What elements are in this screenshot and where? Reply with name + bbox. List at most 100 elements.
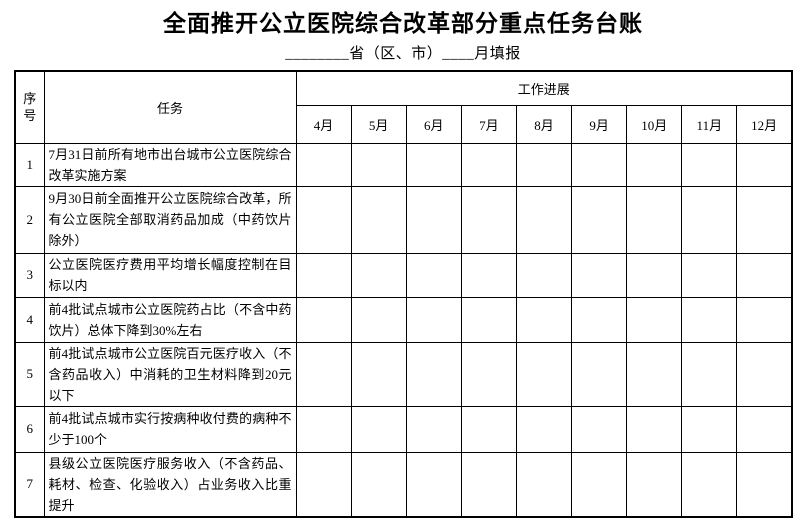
progress-cell[interactable] bbox=[350, 142, 407, 187]
task-cell: 7月31日前所有地市出台城市公立医院综合改革实施方案 bbox=[43, 142, 297, 187]
progress-cell[interactable] bbox=[736, 451, 793, 517]
table-row: 1 7月31日前所有地市出台城市公立医院综合改革实施方案 bbox=[14, 142, 793, 187]
month-header: 11月 bbox=[681, 104, 738, 144]
month-header: 8月 bbox=[515, 104, 573, 144]
progress-cell[interactable] bbox=[460, 341, 517, 407]
header-serial: 序号 bbox=[14, 70, 45, 144]
table-row: 7 县级公立医院医疗服务收入（不含药品、耗材、检查、化验收入）占业务收入比重提升 bbox=[14, 451, 793, 517]
progress-cell[interactable] bbox=[626, 405, 683, 453]
task-cell: 公立医院医疗费用平均增长幅度控制在目标以内 bbox=[43, 252, 297, 298]
month-header: 7月 bbox=[460, 104, 517, 144]
progress-cell[interactable] bbox=[626, 252, 683, 298]
progress-cell[interactable] bbox=[405, 185, 462, 254]
progress-cell[interactable] bbox=[460, 405, 517, 453]
progress-cell[interactable] bbox=[460, 451, 517, 517]
progress-cell[interactable] bbox=[736, 405, 793, 453]
progress-cell[interactable] bbox=[350, 185, 407, 254]
progress-cell[interactable] bbox=[571, 252, 628, 298]
page-title: 全面推开公立医院综合改革部分重点任务台账 bbox=[163, 11, 643, 36]
table-row: 6 前4批试点城市实行按病种收付费的病种不少于100个 bbox=[14, 405, 793, 453]
row-number-cell: 1 bbox=[14, 142, 45, 187]
progress-cell[interactable] bbox=[405, 341, 462, 407]
progress-cell[interactable] bbox=[515, 451, 573, 517]
progress-cell[interactable] bbox=[681, 252, 738, 298]
task-cell: 前4批试点城市实行按病种收付费的病种不少于100个 bbox=[43, 405, 297, 453]
progress-cell[interactable] bbox=[736, 185, 793, 254]
month-header: 9月 bbox=[571, 104, 628, 144]
progress-cell[interactable] bbox=[350, 252, 407, 298]
progress-cell[interactable] bbox=[405, 296, 462, 343]
progress-cell[interactable] bbox=[571, 405, 628, 453]
progress-cell[interactable] bbox=[515, 296, 573, 343]
row-number-cell: 3 bbox=[14, 252, 45, 298]
progress-cell[interactable] bbox=[295, 252, 352, 298]
month-header: 6月 bbox=[405, 104, 462, 144]
header-task: 任务 bbox=[43, 70, 297, 144]
progress-cell[interactable] bbox=[515, 405, 573, 453]
row-number-cell: 7 bbox=[14, 451, 45, 517]
progress-cell[interactable] bbox=[571, 185, 628, 254]
progress-cell[interactable] bbox=[405, 142, 462, 187]
progress-cell[interactable] bbox=[681, 341, 738, 407]
progress-cell[interactable] bbox=[295, 142, 352, 187]
progress-cell[interactable] bbox=[515, 341, 573, 407]
progress-cell[interactable] bbox=[460, 185, 517, 254]
progress-cell[interactable] bbox=[626, 185, 683, 254]
progress-cell[interactable] bbox=[405, 405, 462, 453]
progress-cell[interactable] bbox=[460, 252, 517, 298]
progress-cell[interactable] bbox=[736, 142, 793, 187]
progress-cell[interactable] bbox=[571, 142, 628, 187]
progress-cell[interactable] bbox=[681, 405, 738, 453]
task-table: 序号 任务 工作进展 4月 5月 6月 7月 8月 9月 10月 11月 12月 1 7月31日前… bbox=[14, 70, 793, 518]
task-cell: 前4批试点城市公立医院药占比（不含中药饮片）总体下降到30%左右 bbox=[43, 296, 297, 343]
month-header: 5月 bbox=[350, 104, 407, 144]
row-number-cell: 5 bbox=[14, 341, 45, 407]
progress-cell[interactable] bbox=[405, 451, 462, 517]
header-row-top: 序号 任务 工作进展 bbox=[14, 70, 793, 144]
progress-cell[interactable] bbox=[460, 296, 517, 343]
progress-cell[interactable] bbox=[515, 142, 573, 187]
progress-cell[interactable] bbox=[515, 252, 573, 298]
progress-cell[interactable] bbox=[681, 142, 738, 187]
page-subtitle: ________省（区、市）____月填报 bbox=[285, 46, 521, 62]
table-row: 4 前4批试点城市公立医院药占比（不含中药饮片）总体下降到30%左右 bbox=[14, 296, 793, 343]
row-number-cell: 6 bbox=[14, 405, 45, 453]
table-row: 3 公立医院医疗费用平均增长幅度控制在目标以内 bbox=[14, 252, 793, 298]
progress-cell[interactable] bbox=[626, 341, 683, 407]
progress-cell[interactable] bbox=[295, 451, 352, 517]
header-progress: 工作进展 bbox=[295, 70, 793, 106]
progress-cell[interactable] bbox=[571, 296, 628, 343]
progress-cell[interactable] bbox=[681, 451, 738, 517]
progress-cell[interactable] bbox=[350, 405, 407, 453]
progress-cell[interactable] bbox=[295, 341, 352, 407]
progress-cell[interactable] bbox=[350, 341, 407, 407]
month-header-row: 4月 5月 6月 7月 8月 9月 10月 11月 12月 bbox=[15, 104, 793, 144]
month-header: 12月 bbox=[736, 104, 793, 144]
progress-cell[interactable] bbox=[350, 451, 407, 517]
progress-cell[interactable] bbox=[571, 341, 628, 407]
progress-cell[interactable] bbox=[736, 341, 793, 407]
progress-cell[interactable] bbox=[626, 451, 683, 517]
task-cell: 县级公立医院医疗服务收入（不含药品、耗材、检查、化验收入）占业务收入比重提升 bbox=[43, 451, 297, 517]
progress-cell[interactable] bbox=[350, 296, 407, 343]
progress-cell[interactable] bbox=[736, 296, 793, 343]
progress-cell[interactable] bbox=[736, 252, 793, 298]
progress-cell[interactable] bbox=[405, 252, 462, 298]
progress-cell[interactable] bbox=[515, 185, 573, 254]
progress-cell[interactable] bbox=[295, 296, 352, 343]
month-header: 4月 bbox=[295, 104, 352, 144]
task-cell: 9月30日前全面推开公立医院综合改革，所有公立医院全部取消药品加成（中药饮片除外… bbox=[43, 185, 297, 254]
progress-cell[interactable] bbox=[626, 296, 683, 343]
table-row: 5 前4批试点城市公立医院百元医疗收入（不含药品收入）中消耗的卫生材料降到20元以… bbox=[14, 341, 793, 407]
month-header: 10月 bbox=[626, 104, 683, 144]
progress-cell[interactable] bbox=[681, 185, 738, 254]
progress-cell[interactable] bbox=[626, 142, 683, 187]
progress-cell[interactable] bbox=[571, 451, 628, 517]
progress-cell[interactable] bbox=[295, 185, 352, 254]
progress-cell[interactable] bbox=[295, 405, 352, 453]
progress-cell[interactable] bbox=[681, 296, 738, 343]
task-cell: 前4批试点城市公立医院百元医疗收入（不含药品收入）中消耗的卫生材料降到20元以下 bbox=[43, 341, 297, 407]
row-number-cell: 4 bbox=[14, 296, 45, 343]
progress-cell[interactable] bbox=[460, 142, 517, 187]
